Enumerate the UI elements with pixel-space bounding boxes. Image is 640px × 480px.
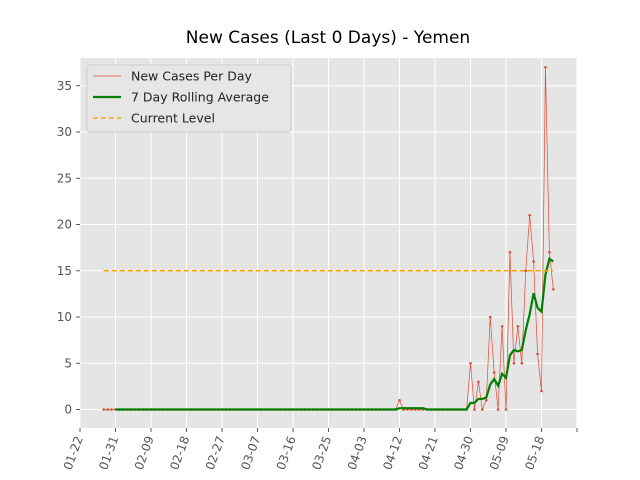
x-tick-label: 04-21 <box>416 434 441 472</box>
point <box>398 398 401 402</box>
point <box>536 352 539 356</box>
legend-label: 7 Day Rolling Average <box>131 90 269 105</box>
legend-label: New Cases Per Day <box>131 69 252 84</box>
x-tick-label: 03-16 <box>274 434 299 472</box>
point <box>552 287 555 291</box>
point <box>106 408 109 411</box>
x-tick-label: 05-18 <box>522 434 547 472</box>
point <box>544 65 547 69</box>
point <box>473 408 476 411</box>
point <box>102 408 105 411</box>
point <box>512 361 516 365</box>
y-tick-label: 30 <box>57 125 72 139</box>
x-tick-label: 04-30 <box>451 434 476 472</box>
y-tick-label: 20 <box>57 218 72 232</box>
point <box>516 324 520 328</box>
point <box>469 361 472 365</box>
point <box>532 260 535 263</box>
x-tick-label: 01-22 <box>61 434 86 472</box>
y-tick-label: 15 <box>57 264 72 278</box>
point <box>504 408 508 411</box>
series-line <box>115 257 554 411</box>
x-tick-label: 05-09 <box>487 434 512 472</box>
chart-title: New Cases (Last 0 Days) - Yemen <box>186 28 470 48</box>
point <box>500 324 504 328</box>
y-tick-label: 0 <box>64 403 72 417</box>
point <box>524 269 528 273</box>
x-tick-label: 03-07 <box>238 434 263 472</box>
point <box>508 250 512 254</box>
point <box>110 408 113 411</box>
x-tick-label: 04-12 <box>380 434 405 472</box>
x-tick-label: 01-31 <box>96 434 121 472</box>
legend-label: Current Level <box>131 111 215 126</box>
x-tick-label: 03-25 <box>309 434 334 472</box>
x-tick-label: 02-09 <box>132 434 157 472</box>
point <box>481 408 484 411</box>
point <box>528 213 531 217</box>
point <box>540 389 543 393</box>
legend-box <box>86 64 292 133</box>
point <box>548 250 551 254</box>
point <box>488 315 492 319</box>
point <box>496 408 500 411</box>
point <box>492 371 496 374</box>
y-tick-label: 5 <box>64 356 72 370</box>
y-tick-label: 25 <box>57 171 72 185</box>
x-tick-label: 04-03 <box>345 434 370 472</box>
y-tick-label: 10 <box>57 310 72 324</box>
point <box>477 380 480 384</box>
x-tick-label: 02-27 <box>203 434 228 472</box>
y-tick-label: 35 <box>57 79 72 93</box>
x-tick-label: 02-18 <box>167 434 192 472</box>
point <box>520 361 524 365</box>
point <box>484 398 488 402</box>
